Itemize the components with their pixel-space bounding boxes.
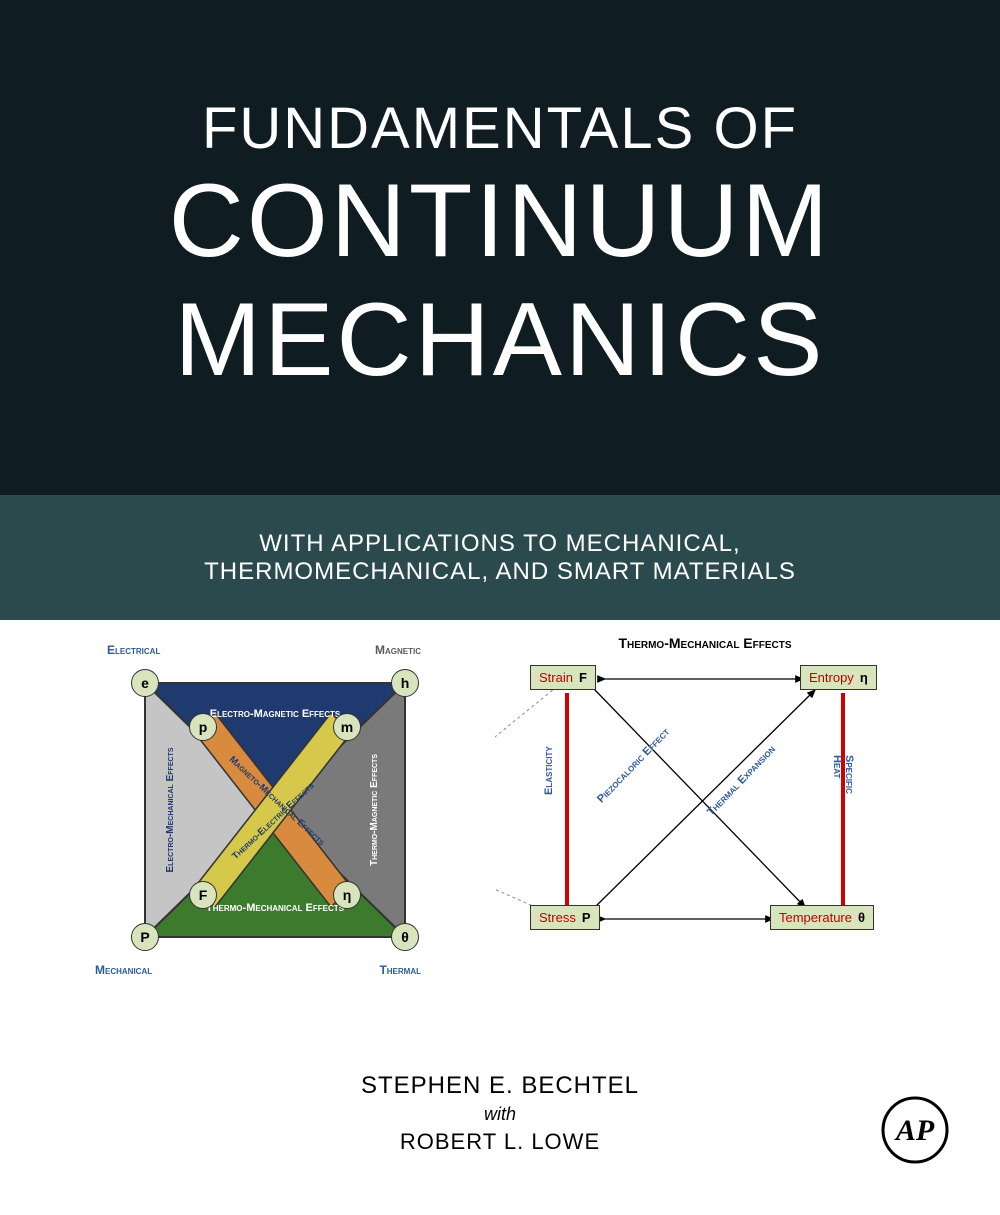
node-eta: η [333,881,361,909]
node-m: m [333,713,361,741]
corner-label-mechanical: Mechanical [95,963,152,977]
edge-label-specific-heat: Specific Heat [831,755,855,815]
edge-label-elasticity: Elasticity [543,746,555,795]
diagram-area: Electrical Magnetic Mechanical Thermal E… [0,620,1000,1215]
svg-text:Thermo-Magnetic Effects: Thermo-Magnetic Effects [369,754,380,866]
left-effects-diagram: Electrical Magnetic Mechanical Thermal E… [85,635,465,985]
svg-text:Electro-Mechanical Effects: Electro-Mechanical Effects [165,747,176,872]
corner-label-thermal: Thermal [379,963,421,977]
node-h: h [391,669,419,697]
corner-label-electrical: Electrical [107,643,160,657]
node-f: F [189,881,217,909]
subtitle-line-1: WITH APPLICATIONS TO MECHANICAL, [259,530,740,558]
authors-block: STEPHEN E. BECHTEL with ROBERT L. LOWE [0,1072,1000,1155]
title-band: FUNDAMENTALS OF CONTINUUM MECHANICS [0,0,1000,495]
node-e: e [131,669,159,697]
box-entropy: Entropy η [800,665,877,690]
corner-label-magnetic: Magnetic [375,643,421,657]
title-line-1: FUNDAMENTALS OF [202,95,798,162]
node-theta: θ [391,923,419,951]
author-primary: STEPHEN E. BECHTEL [0,1072,1000,1100]
title-line-3: MECHANICS [174,281,825,400]
publisher-logo-icon: AP [880,1095,950,1165]
box-temperature: Temperature θ [770,905,874,930]
svg-text:Thermo-Mechanical Effects: Thermo-Mechanical Effects [206,902,345,914]
node-p-lower: p [189,713,217,741]
svg-text:Electro-Magnetic Effects: Electro-Magnetic Effects [210,708,341,720]
author-with: with [0,1104,1000,1125]
node-p-upper: P [131,923,159,951]
subtitle-line-2: THERMOMECHANICAL, AND SMART MATERIALS [204,558,796,586]
right-thermo-diagram: Thermo-Mechanical Effects [495,635,915,985]
box-stress: Stress P [530,905,600,930]
author-secondary: ROBERT L. LOWE [0,1129,1000,1155]
subtitle-band: WITH APPLICATIONS TO MECHANICAL, THERMOM… [0,495,1000,620]
logo-text: AP [894,1114,935,1147]
box-strain: Strain F [530,665,596,690]
title-line-2: CONTINUUM [169,162,831,281]
